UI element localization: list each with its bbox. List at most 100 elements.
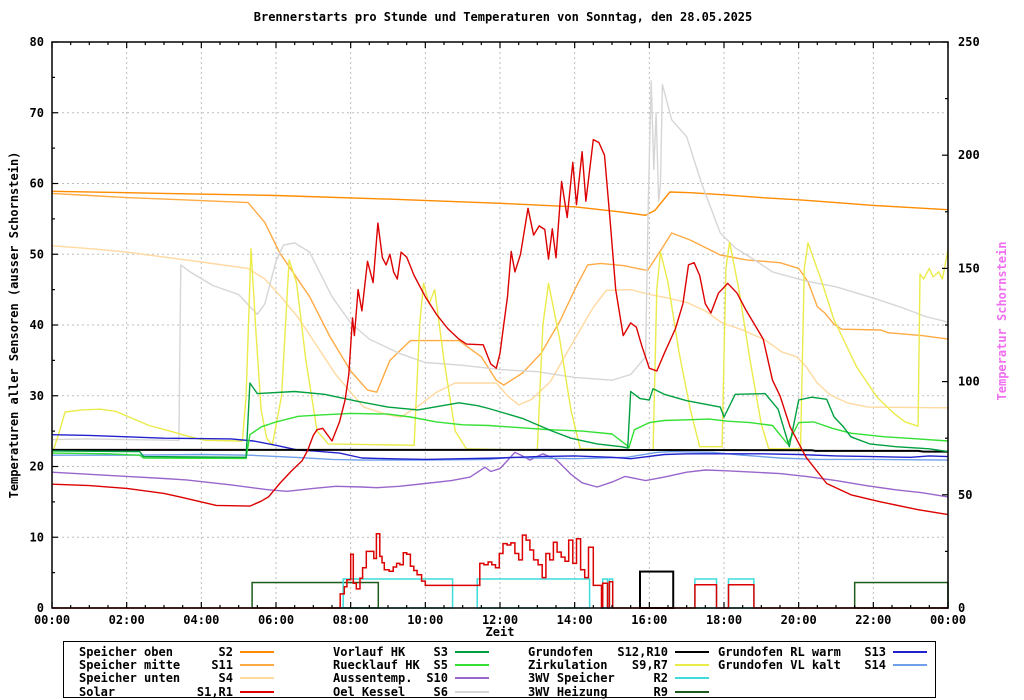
legend-entry-R9: 3WV Heizung R9 (528, 685, 709, 699)
legend-label: Grundofen (528, 645, 594, 659)
legend-sensor-id: S10 (426, 671, 448, 686)
y-left-tick-label: 0 (37, 601, 44, 615)
legend-label: Speicher mitte (79, 658, 181, 673)
relay-box-R2 (727, 578, 755, 609)
x-tick-label: 12:00 (482, 613, 518, 627)
legend-color-swatch (240, 677, 274, 680)
histogram-brennerstarts (52, 532, 948, 609)
y-right-tick-label: 100 (958, 375, 980, 389)
legend-entry-S13: Grundofen RL warm S13 (718, 645, 927, 659)
relay-box-R9 (853, 581, 949, 609)
relay-box-R2 (476, 578, 591, 609)
legend-entry-S4: Speicher unten S4 (79, 671, 274, 685)
series-S12,R10 (52, 448, 948, 453)
legend-entry-S6: Oel Kessel S6 (333, 685, 489, 699)
y-left-tick-label: 50 (30, 247, 44, 261)
legend-color-swatch (675, 664, 709, 667)
y-left-tick-label: 30 (30, 389, 44, 403)
y-left-tick-label: 60 (30, 177, 44, 191)
legend-label: Oel Kessel (333, 684, 406, 699)
legend-color-swatch (455, 677, 489, 680)
series-S4 (51, 245, 949, 418)
legend-entry-R2: 3WV Speicher R2 (528, 671, 709, 685)
x-tick-label: 00:00 (34, 613, 70, 627)
series-S11 (51, 192, 949, 393)
legend-label: Vorlauf HK (333, 645, 406, 659)
legend-color-swatch (240, 664, 274, 667)
legend-label: Ruecklauf HK (333, 658, 420, 673)
series-S1,R1 (51, 138, 949, 516)
legend-label: 3WV Heizung (528, 684, 608, 699)
y-left-tick-label: 70 (30, 106, 44, 120)
x-tick-label: 14:00 (557, 613, 593, 627)
legend-label: Speicher unten (79, 671, 181, 686)
x-tick-label: 08:00 (333, 613, 369, 627)
legend-color-swatch (455, 690, 489, 693)
chart-title: Brennerstarts pro Stunde und Temperature… (253, 10, 753, 24)
legend-label: Aussentemp. (333, 671, 413, 686)
y-left-tick-label: 20 (30, 460, 44, 474)
legend-sensor-id: R9 (653, 684, 668, 699)
x-axis-label: Zeit (485, 625, 515, 639)
legend-sensor-id: R2 (653, 671, 668, 686)
series-S13 (51, 434, 949, 461)
legend-color-swatch (893, 664, 927, 667)
legend-entry-S11: Speicher mitte S11 (79, 658, 274, 672)
legend-color-swatch (675, 651, 709, 653)
legend-sensor-id: S3 (433, 645, 448, 659)
y-left-tick-label: 80 (30, 35, 44, 49)
legend-sensor-id: S5 (433, 658, 448, 673)
legend-color-swatch (893, 651, 927, 653)
y-left-tick-label: 10 (30, 530, 44, 544)
legend-sensor-id: S11 (211, 658, 233, 673)
x-tick-label: 22:00 (855, 613, 891, 627)
series-S6 (51, 80, 949, 441)
plot-area: 00:00 02:00 04:00 06:00 08:00 10:00 12:00 14:00… (30, 35, 980, 627)
legend-color-swatch (675, 690, 709, 693)
legend-label: Zirkulation (528, 658, 608, 673)
legend-color-swatch (455, 651, 489, 653)
legend-label: Grundofen VL kalt (718, 658, 841, 673)
y-axis-left-label: Temperaturen aller Sensoren (ausser Scho… (7, 151, 21, 499)
legend-entry-S9,R7: Zirkulation S9,R7 (528, 658, 709, 672)
relay-box-R2 (694, 578, 718, 609)
legend-sensor-id: S1,R1 (196, 684, 233, 699)
series-S3 (51, 382, 949, 458)
legend-entry-S12,R10: Grundofen S12,R10 (528, 645, 709, 659)
y-right-tick-label: 50 (958, 488, 972, 502)
legend-color-swatch (675, 677, 709, 680)
x-tick-label: 02:00 (109, 613, 145, 627)
y-right-tick-label: 150 (958, 261, 980, 275)
legend-color-swatch (240, 690, 274, 693)
legend-sensor-id: S14 (864, 658, 886, 673)
legend-sensor-id: S2 (218, 645, 233, 659)
x-tick-label: 00:00 (930, 613, 966, 627)
legend-entry-S2: Speicher oben S2 (79, 645, 274, 659)
legend-label: 3WV Speicher (528, 671, 615, 686)
y-right-tick-label: 200 (958, 148, 980, 162)
relay-box-R10 (639, 570, 675, 609)
legend-entry-S3: Vorlauf HK S3 (333, 645, 489, 659)
legend-sensor-id: S12,R10 (617, 645, 668, 659)
legend-label: Solar (79, 684, 116, 699)
y-right-tick-label: 0 (958, 601, 965, 615)
y-right-tick-label: 250 (958, 35, 980, 49)
x-tick-label: 20:00 (781, 613, 817, 627)
legend-sensor-id: S6 (433, 684, 448, 699)
y-axis-right-label: Temperatur Schornstein (995, 241, 1009, 401)
legend-entry-S14: Grundofen VL kalt S14 (718, 658, 927, 672)
legend-sensor-id: S9,R7 (631, 658, 668, 673)
legend-sensor-id: S4 (218, 671, 233, 686)
legend-color-swatch (455, 664, 489, 667)
series-S9,R7 (51, 241, 949, 455)
y-left-tick-label: 40 (30, 318, 44, 332)
legend-label: Speicher oben (79, 645, 173, 659)
x-tick-label: 16:00 (631, 613, 667, 627)
legend-sensor-id: S13 (864, 645, 886, 659)
legend-label: Grundofen RL warm (718, 645, 841, 659)
x-tick-label: 10:00 (407, 613, 443, 627)
legend-entry-S1,R1: Solar S1,R1 (79, 685, 274, 699)
legend-entry-S10: Aussentemp. S10 (333, 671, 489, 685)
legend-color-swatch (240, 651, 274, 653)
